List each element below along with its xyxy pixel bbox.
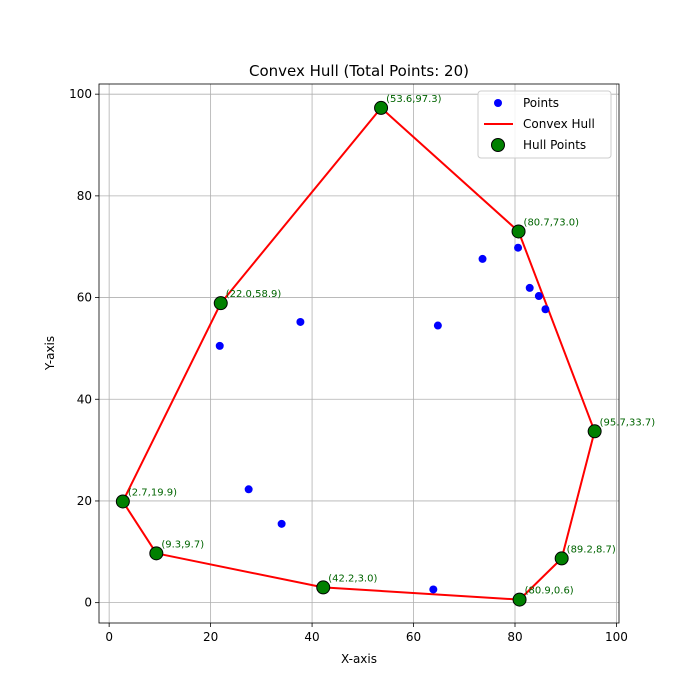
hull-point-annotation: (2.7,19.9) xyxy=(128,487,177,498)
hull-point-annotation: (9.3,9.7) xyxy=(161,539,204,550)
y-tick-label: 20 xyxy=(77,494,92,508)
hull-points-series xyxy=(115,100,602,607)
y-axis-label: Y-axis xyxy=(43,336,57,371)
axes: 0 20 40 60 80 100 0 20 40 60 80 100 xyxy=(69,83,628,644)
legend-hull-label: Convex Hull xyxy=(523,117,595,131)
hull-point-annotation: (53.6,97.3) xyxy=(386,94,442,105)
hull-point xyxy=(316,580,331,595)
y-tick-label: 100 xyxy=(69,87,92,101)
data-point xyxy=(514,243,523,252)
y-tick-label: 80 xyxy=(77,189,92,203)
hull-point xyxy=(554,551,569,566)
hull-line-path xyxy=(121,107,596,601)
x-tick-label: 40 xyxy=(304,630,319,644)
data-point xyxy=(277,519,286,528)
hull-point-annotation: (80.7,73.0) xyxy=(524,217,580,228)
x-tick-label: 20 xyxy=(203,630,218,644)
plot-frame xyxy=(98,83,620,624)
data-point xyxy=(429,585,438,594)
x-tick-label: 100 xyxy=(605,630,628,644)
grid-lines xyxy=(99,84,619,623)
hull-point xyxy=(587,424,602,439)
x-tick-label: 60 xyxy=(406,630,421,644)
legend: Points Convex Hull Hull Points xyxy=(477,90,612,159)
data-point xyxy=(244,485,253,494)
legend-hull-points-label: Hull Points xyxy=(523,138,586,152)
chart-title: Convex Hull (Total Points: 20) xyxy=(249,62,469,80)
hull-point xyxy=(213,296,228,311)
y-tick-label: 0 xyxy=(84,596,92,610)
hull-point-annotation: (95.7,33.7) xyxy=(600,417,656,428)
legend-hull-points-marker xyxy=(491,138,505,152)
x-axis-label: X-axis xyxy=(341,652,377,666)
points-series xyxy=(215,243,550,594)
data-point xyxy=(215,341,224,350)
hull-point xyxy=(511,224,526,239)
data-point xyxy=(525,283,534,292)
x-tick-label: 80 xyxy=(507,630,522,644)
x-tick-label: 0 xyxy=(105,630,113,644)
convex-hull-line xyxy=(121,107,596,601)
hull-point xyxy=(512,592,527,607)
y-tick-label: 60 xyxy=(77,291,92,305)
hull-point xyxy=(115,494,130,509)
legend-points-label: Points xyxy=(523,96,559,110)
hull-point-annotation: (89.2,8.7) xyxy=(567,544,616,555)
hull-point-annotation: (42.2,3.0) xyxy=(328,573,377,584)
hull-point-annotation: (22.0,58.9) xyxy=(226,289,282,300)
hull-point xyxy=(149,546,164,561)
annotations: (53.6,97.3) (80.7,73.0) (95.7,33.7) (89.2,8… xyxy=(128,94,655,597)
legend-box xyxy=(477,90,612,159)
data-point xyxy=(296,317,305,326)
data-point xyxy=(433,321,442,330)
hull-point-annotation: (80.9,0.6) xyxy=(525,586,574,597)
data-point xyxy=(541,305,550,314)
y-tick-label: 40 xyxy=(77,392,92,406)
hull-point xyxy=(374,100,389,115)
data-point xyxy=(478,254,487,263)
legend-points-marker xyxy=(494,99,502,107)
data-point xyxy=(534,292,543,301)
